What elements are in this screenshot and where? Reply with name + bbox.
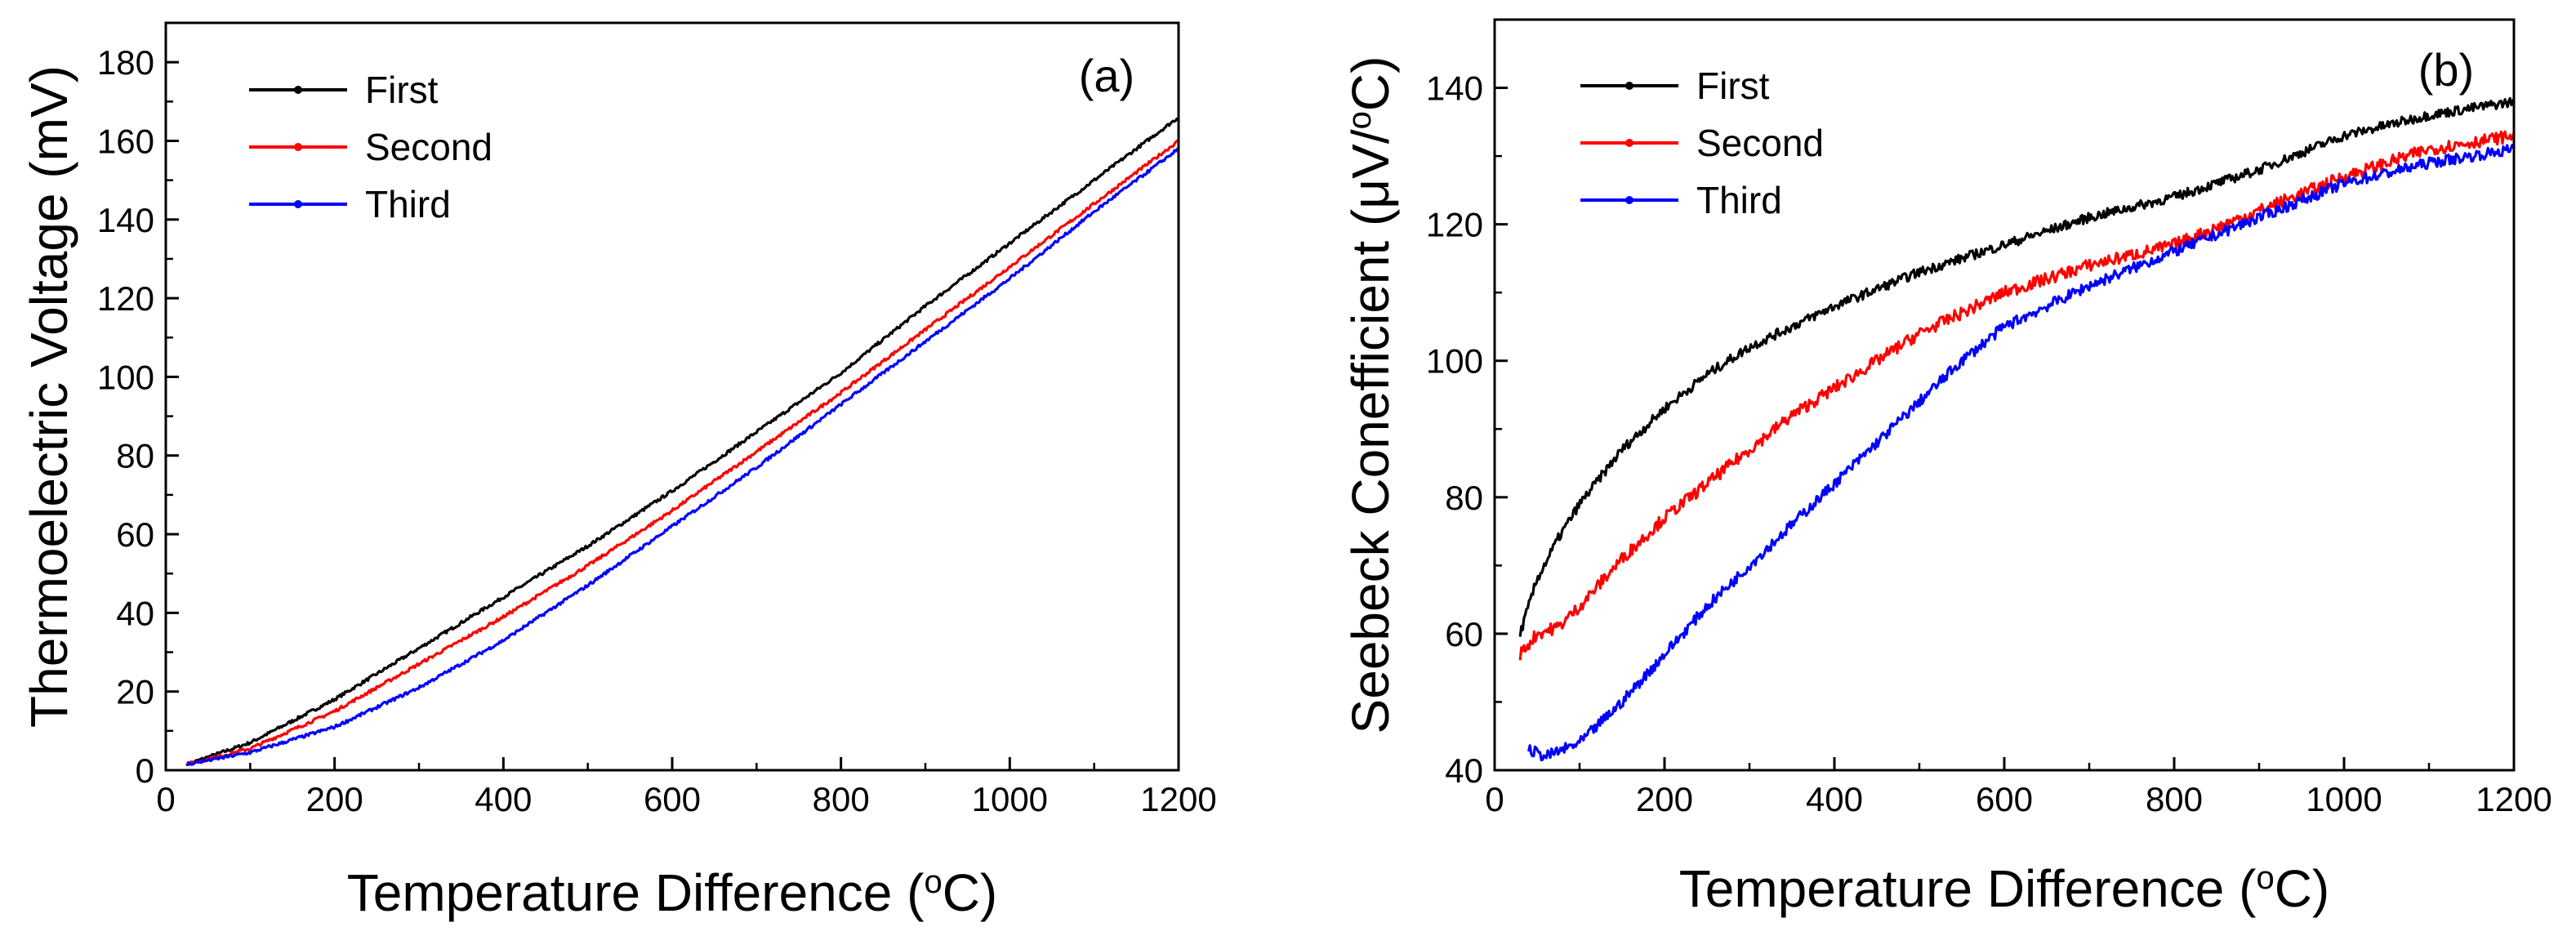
y-tick-label: 140 xyxy=(1426,69,1483,108)
x-axis-label-unit: C) xyxy=(2275,859,2330,918)
y-axis-label: Seebeck Conefficient (μV/oC) xyxy=(1341,56,1400,734)
x-axis-label-text: Temperature Difference ( xyxy=(347,863,925,922)
x-tick-label: 600 xyxy=(644,780,701,818)
x-axis-label: Temperature Difference (oC) xyxy=(1679,859,2329,918)
legend-label-third: Third xyxy=(1696,179,1782,221)
x-tick-label: 400 xyxy=(475,780,532,818)
y-axis-label-text: Seebeck Conefficient (μV/ xyxy=(1341,129,1400,733)
x-axis-label: Temperature Difference (oC) xyxy=(347,863,997,922)
x-axis-label-unit: C) xyxy=(943,863,998,922)
legend-label-second: Second xyxy=(1696,122,1824,164)
y-tick-label: 100 xyxy=(97,358,154,396)
panel-label: (a) xyxy=(1079,50,1134,101)
degree-superscript: o xyxy=(1342,111,1378,129)
series-line-second xyxy=(1518,130,2516,661)
x-tick-label: 800 xyxy=(813,780,870,818)
legend-label-first: First xyxy=(365,69,439,111)
x-tick-label: 200 xyxy=(1636,780,1693,818)
y-tick-label: 120 xyxy=(1426,206,1483,244)
y-tick-label: 40 xyxy=(1445,751,1483,790)
y-tick-label: 20 xyxy=(116,673,154,711)
legend-label-first: First xyxy=(1696,65,1770,107)
y-tick-label: 0 xyxy=(136,751,154,790)
degree-superscript: o xyxy=(2256,860,2274,896)
legend-marker xyxy=(1625,196,1633,204)
x-tick-label: 200 xyxy=(306,780,363,818)
legend-marker xyxy=(1625,82,1633,90)
x-tick-label: 1000 xyxy=(2306,780,2382,818)
y-tick-label: 140 xyxy=(97,201,154,239)
y-tick-label: 120 xyxy=(97,279,154,318)
x-tick-label: 800 xyxy=(2146,780,2203,818)
series-line-first xyxy=(1518,96,2516,637)
x-tick-label: 1200 xyxy=(1140,780,1216,818)
series-line-third xyxy=(186,147,1179,766)
y-tick-label: 160 xyxy=(97,122,154,160)
y-axis-label: Thermoelectric Voltage (mV) xyxy=(20,65,78,728)
legend-label-third: Third xyxy=(365,183,451,225)
y-tick-label: 40 xyxy=(116,594,154,632)
x-tick-label: 400 xyxy=(1806,780,1863,818)
x-tick-label: 0 xyxy=(1485,780,1504,818)
legend-label-second: Second xyxy=(365,126,492,168)
y-tick-label: 60 xyxy=(1445,615,1483,653)
x-tick-label: 1000 xyxy=(972,780,1048,818)
y-tick-label: 60 xyxy=(116,515,154,554)
series-line-first xyxy=(185,117,1179,767)
x-tick-label: 600 xyxy=(1976,780,2033,818)
degree-superscript: o xyxy=(924,864,942,900)
legend-marker xyxy=(294,200,302,208)
y-tick-label: 100 xyxy=(1426,342,1483,381)
y-tick-label: 80 xyxy=(116,437,154,475)
plot-frame xyxy=(164,21,1180,772)
x-axis-label-text: Temperature Difference ( xyxy=(1679,859,2257,918)
y-tick-label: 80 xyxy=(1445,479,1483,517)
legend-marker xyxy=(294,143,302,151)
x-tick-label: 0 xyxy=(156,780,175,818)
series-line-third xyxy=(1527,144,2515,762)
legend-marker xyxy=(1625,139,1633,147)
series-line-second xyxy=(185,139,1179,766)
y-axis-label-unit: C) xyxy=(1341,56,1400,112)
chart-panel-a: 0 200 400 600 800 1000 1200 0 20 40 60 80 100 120 140 1… xyxy=(20,21,1217,922)
x-tick-label: 1200 xyxy=(2476,780,2551,818)
legend-marker xyxy=(294,86,302,94)
chart-panel-b: 0 200 400 600 800 1000 1200 40 60 80 100 120 140 Temp… xyxy=(1341,18,2552,918)
y-tick-label: 180 xyxy=(97,43,154,82)
panel-label: (b) xyxy=(2418,44,2474,96)
